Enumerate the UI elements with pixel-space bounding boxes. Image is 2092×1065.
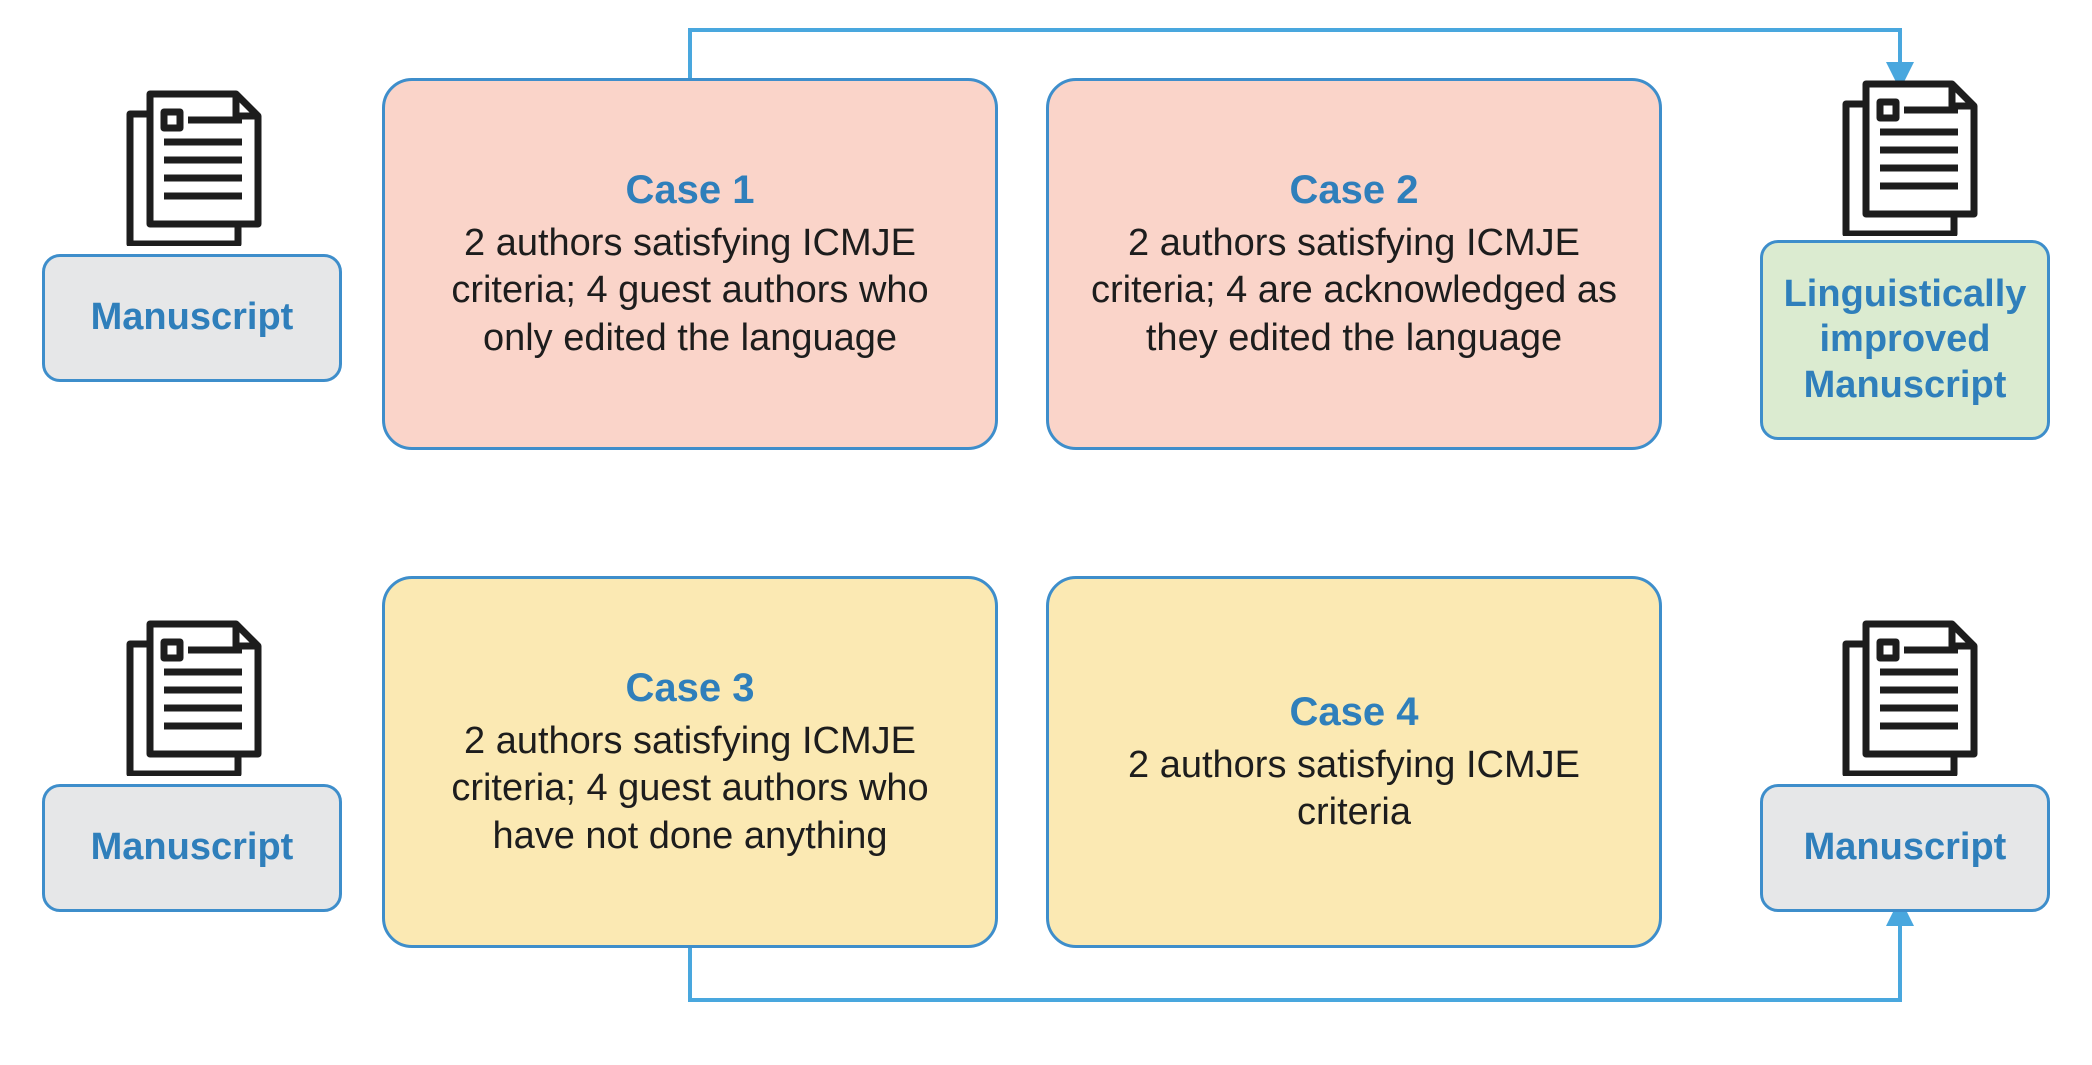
case-1-box: Case 1 2 authors satisfying ICMJE criter… <box>382 78 998 450</box>
case-2-box: Case 2 2 authors satisfying ICMJE criter… <box>1046 78 1662 450</box>
improved-manuscript-box: Linguistically improved Manuscript <box>1760 240 2050 440</box>
document-icon <box>120 616 270 781</box>
case-3-title: Case 3 <box>626 664 755 712</box>
case-4-body: 2 authors satisfying ICMJE criteria <box>1079 742 1629 837</box>
document-icon <box>1836 616 1986 781</box>
manuscript-label: Manuscript <box>91 295 294 341</box>
diagram-canvas: Manuscript Manuscript Linguistically imp… <box>0 0 2092 1065</box>
case-1-title: Case 1 <box>626 166 755 214</box>
manuscript-label: Manuscript <box>91 825 294 871</box>
case-3-box: Case 3 2 authors satisfying ICMJE criter… <box>382 576 998 948</box>
case-4-box: Case 4 2 authors satisfying ICMJE criter… <box>1046 576 1662 948</box>
document-icon <box>1836 76 1986 241</box>
case-2-body: 2 authors satisfying ICMJE criteria; 4 a… <box>1079 220 1629 363</box>
manuscript-label: Manuscript <box>1804 825 2007 871</box>
manuscript-box-bottom-right: Manuscript <box>1760 784 2050 912</box>
case-1-body: 2 authors satisfying ICMJE criteria; 4 g… <box>415 220 965 363</box>
improved-manuscript-label: Linguistically improved Manuscript <box>1784 272 2027 409</box>
document-icon <box>120 86 270 251</box>
case-2-title: Case 2 <box>1290 166 1419 214</box>
manuscript-box-top-left: Manuscript <box>42 254 342 382</box>
case-4-title: Case 4 <box>1290 688 1419 736</box>
case-3-body: 2 authors satisfying ICMJE criteria; 4 g… <box>415 718 965 861</box>
manuscript-box-bottom-left: Manuscript <box>42 784 342 912</box>
